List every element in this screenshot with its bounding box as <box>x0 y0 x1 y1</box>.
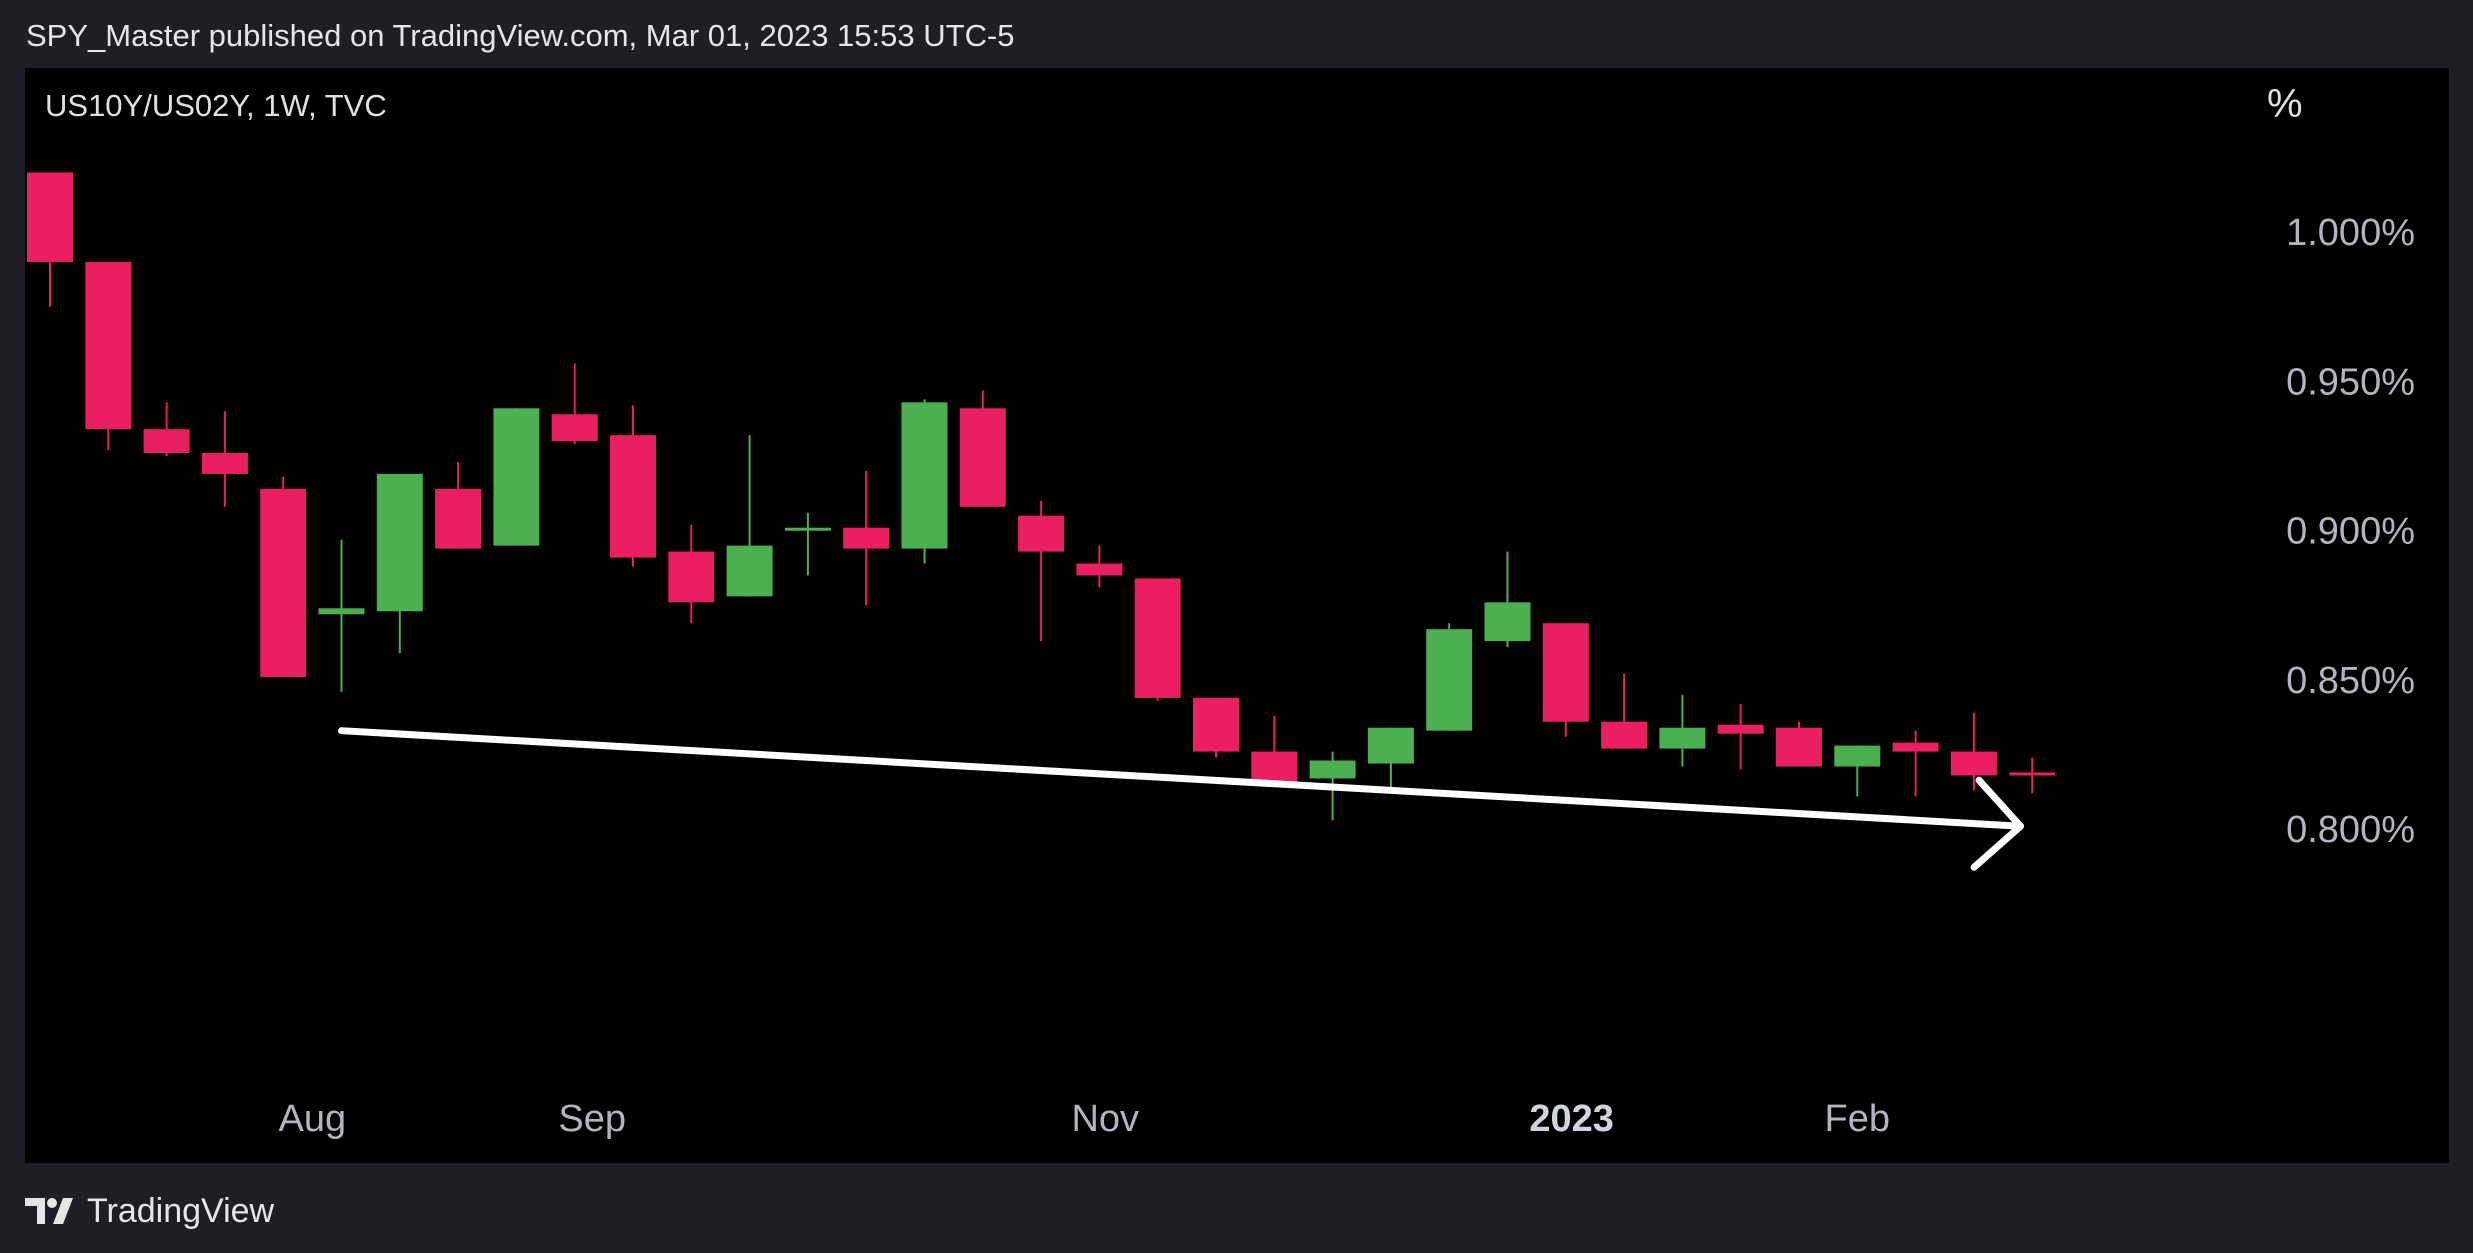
candle[interactable] <box>1892 730 1939 797</box>
candle-body <box>2009 772 2056 776</box>
candle[interactable] <box>1776 721 1822 767</box>
trendline-arrowhead-icon <box>1970 776 2025 871</box>
candle[interactable] <box>1193 697 1239 758</box>
candle[interactable] <box>843 470 890 606</box>
candle-body <box>493 408 540 546</box>
y-tick-label: 0.950% <box>2286 361 2415 403</box>
brand-name[interactable]: TradingView <box>87 1191 275 1230</box>
candle[interactable] <box>1950 712 1997 791</box>
candle[interactable] <box>668 524 715 624</box>
candle-body <box>1309 760 1356 779</box>
candle-body <box>201 453 248 474</box>
candle-body <box>1367 727 1414 764</box>
candle[interactable] <box>959 390 1006 507</box>
footer: TradingView <box>25 1186 274 1236</box>
trendline[interactable] <box>338 727 2025 830</box>
candle-body <box>726 545 773 597</box>
candle-body <box>1892 742 1939 752</box>
candle[interactable] <box>493 408 540 546</box>
candle[interactable] <box>1834 745 1881 797</box>
chart-panel[interactable]: 1.000% 0.950% 0.900% 0.850% 0.800% Aug Sep Nov… <box>25 68 2449 1163</box>
price-unit-label: % <box>2267 82 2303 126</box>
candle[interactable] <box>1659 694 1706 767</box>
candle-body <box>1659 727 1706 749</box>
y-tick-label: 0.800% <box>2286 809 2415 851</box>
candle-body <box>376 473 423 612</box>
candle[interactable] <box>318 539 365 692</box>
y-tick-label: 0.850% <box>2286 660 2415 702</box>
candle[interactable] <box>1542 623 1589 737</box>
x-tick-label: Aug <box>279 1098 347 1140</box>
candle-body <box>1484 602 1531 642</box>
candle[interactable] <box>260 476 307 677</box>
candle[interactable] <box>1018 500 1065 642</box>
candle[interactable] <box>1426 623 1473 731</box>
candle-body <box>27 172 73 263</box>
x-tick-label: Sep <box>558 1098 626 1140</box>
candle[interactable] <box>143 402 190 457</box>
candle[interactable] <box>1601 673 1648 749</box>
candle-body <box>1776 727 1822 767</box>
candle-body <box>85 262 132 430</box>
candle[interactable] <box>551 363 598 445</box>
x-tick-label: 2023 <box>1529 1098 1614 1140</box>
candle[interactable] <box>1134 578 1181 701</box>
tradingview-logo-icon[interactable] <box>25 1196 75 1226</box>
candle[interactable] <box>2009 757 2056 794</box>
candle[interactable] <box>376 473 423 654</box>
candle[interactable] <box>85 262 132 451</box>
candle-body <box>1193 697 1239 752</box>
candle[interactable] <box>201 411 248 507</box>
candle-body <box>1542 623 1589 722</box>
candle-body <box>901 402 948 549</box>
candle-body <box>959 408 1006 507</box>
x-axis: Aug Sep Nov 2023 Feb <box>279 1098 1891 1140</box>
x-tick-label: Feb <box>1825 1098 1890 1140</box>
candle-body <box>1076 563 1123 576</box>
x-tick-label: Nov <box>1071 1098 1139 1140</box>
candle-body <box>1134 578 1181 698</box>
y-axis: 1.000% 0.950% 0.900% 0.850% 0.800% <box>2286 212 2415 851</box>
candle[interactable] <box>27 172 73 307</box>
candle-body <box>1251 751 1298 785</box>
candle[interactable] <box>726 435 773 597</box>
publisher-header: SPY_Master published on TradingView.com,… <box>26 18 1015 53</box>
candle-body <box>435 488 482 549</box>
symbol-label[interactable]: US10Y/US02Y, 1W, TVC <box>45 88 387 123</box>
candle-body <box>610 435 656 558</box>
candle[interactable] <box>1717 703 1764 770</box>
trendline-layer <box>338 727 2025 871</box>
candle[interactable] <box>1076 545 1123 588</box>
candle-body <box>1601 721 1648 749</box>
candle[interactable] <box>784 512 831 576</box>
candle[interactable] <box>901 399 948 564</box>
y-tick-label: 1.000% <box>2286 212 2415 254</box>
candle-body <box>551 414 598 442</box>
candle-body <box>260 488 307 677</box>
candle-body <box>318 608 365 615</box>
candle-body <box>784 527 831 531</box>
candlestick-chart[interactable]: 1.000% 0.950% 0.900% 0.850% 0.800% Aug Sep Nov… <box>25 68 2449 1163</box>
candle[interactable] <box>610 405 656 567</box>
candle-body <box>1717 724 1764 734</box>
candle-body <box>668 551 715 603</box>
y-tick-label: 0.900% <box>2286 511 2415 553</box>
candle[interactable] <box>435 462 482 549</box>
candle-body <box>1834 745 1881 767</box>
candle[interactable] <box>1367 727 1414 791</box>
candle-body <box>1018 515 1065 552</box>
candles-layer <box>27 172 2056 821</box>
candle-body <box>1950 751 1997 776</box>
candle-body <box>143 429 190 454</box>
candle[interactable] <box>1251 715 1298 785</box>
candle[interactable] <box>1484 551 1531 648</box>
candle-body <box>1426 629 1473 731</box>
candle-body <box>843 527 890 549</box>
